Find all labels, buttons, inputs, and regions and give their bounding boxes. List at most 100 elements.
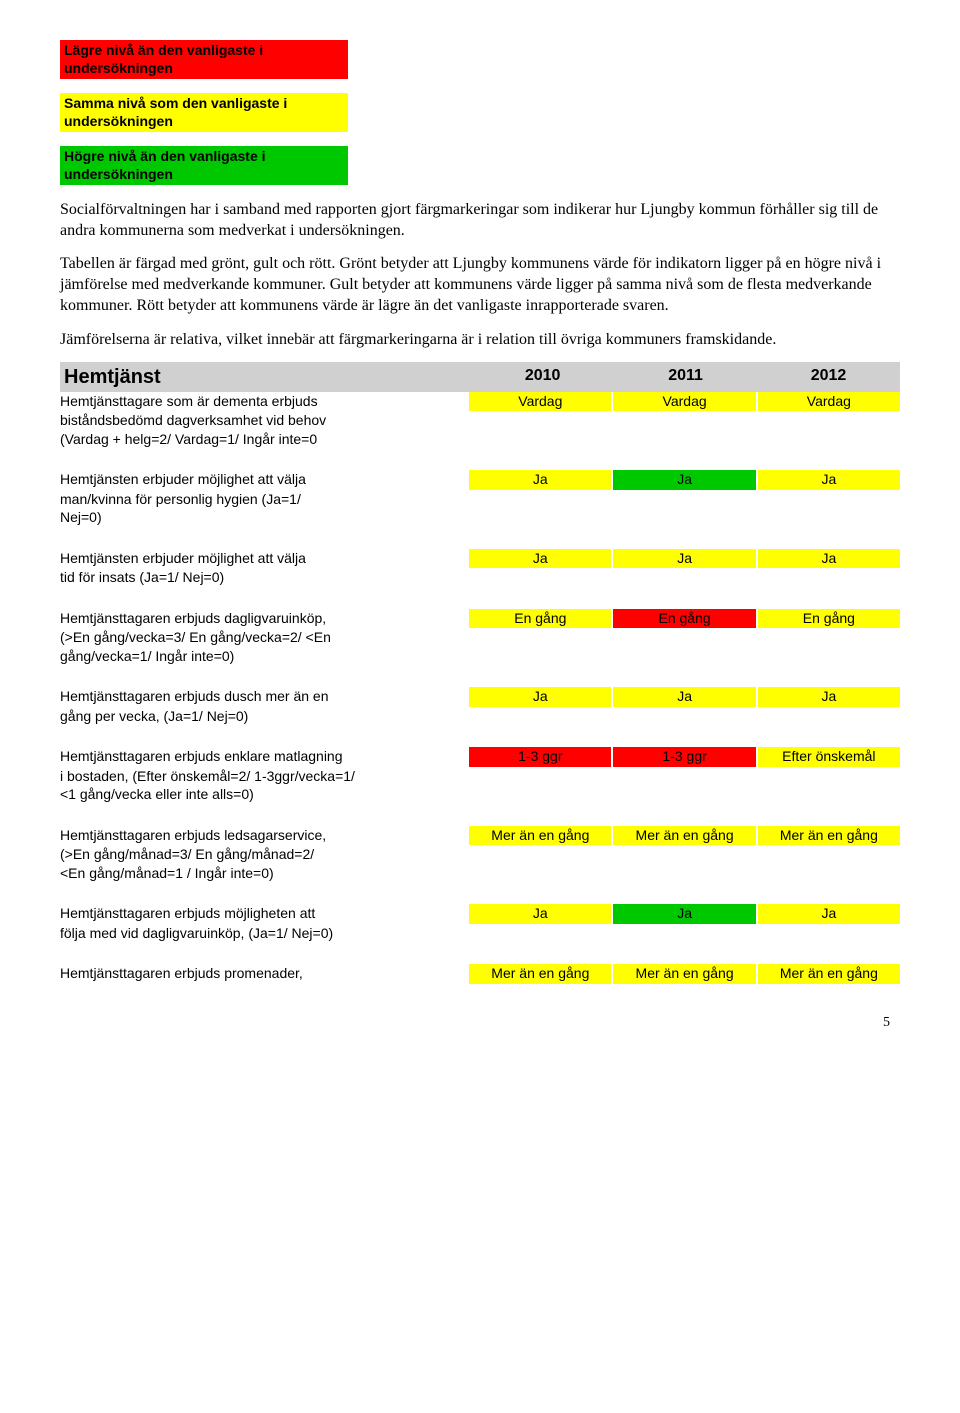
table-body: Hemtjänsttagare som är dementa erbjudsVa… (60, 392, 900, 984)
row-label: (>En gång/vecka=3/ En gång/vecka=2/ <En (60, 628, 467, 647)
row-label: biståndsbedömd dagverksamhet vid behov (60, 411, 467, 430)
table-header: Hemtjänst 2010 2011 2012 (60, 362, 900, 392)
paragraph-3: Jämförelserna är relativa, vilket innebä… (60, 329, 900, 350)
row-label: (Vardag + helg=2/ Vardag=1/ Ingår inte=0 (60, 430, 467, 449)
value-cell: Ja (611, 687, 755, 707)
value-cell-empty (756, 707, 900, 726)
value-cell: Vardag (611, 392, 755, 412)
row-label: Hemtjänsten erbjuder möjlighet att välja (60, 549, 467, 569)
value-cell-empty (467, 707, 611, 726)
table-row: Hemtjänsten erbjuder möjlighet att välja… (60, 470, 900, 490)
value-cell-empty (467, 785, 611, 804)
value-cell-empty (756, 628, 900, 647)
value-cell-empty (611, 647, 755, 666)
value-cell-empty (467, 647, 611, 666)
table-row: Hemtjänsten erbjuder möjlighet att välja… (60, 549, 900, 569)
year-2012: 2012 (757, 364, 900, 389)
legend-same-block: Samma nivå som den vanligaste i undersök… (60, 93, 900, 134)
value-cell-empty (467, 568, 611, 587)
value-cell-empty (467, 430, 611, 449)
value-cell: Mer än en gång (467, 964, 611, 984)
page-number: 5 (60, 1014, 900, 1032)
value-cell-empty (756, 767, 900, 786)
table-row: (Vardag + helg=2/ Vardag=1/ Ingår inte=0 (60, 430, 900, 449)
value-cell-empty (467, 490, 611, 509)
row-label: <En gång/månad=1 / Ingår inte=0) (60, 864, 467, 883)
value-cell: Ja (611, 470, 755, 490)
paragraph-2: Tabellen är färgad med grönt, gult och r… (60, 253, 900, 316)
year-2010: 2010 (471, 364, 614, 389)
value-cell: En gång (756, 609, 900, 629)
value-cell: Ja (756, 549, 900, 569)
row-label: Hemtjänsttagaren erbjuds ledsagarservice… (60, 826, 467, 846)
value-cell-empty (611, 864, 755, 883)
value-cell-empty (756, 430, 900, 449)
value-cell-empty (611, 845, 755, 864)
value-cell-empty (756, 568, 900, 587)
value-cell-empty (467, 628, 611, 647)
value-cell-empty (467, 924, 611, 943)
value-cell-empty (756, 647, 900, 666)
table-title: Hemtjänst (60, 362, 471, 392)
row-label: Hemtjänsttagare som är dementa erbjuds (60, 392, 467, 412)
legend-high-block: Högre nivå än den vanligaste i undersökn… (60, 146, 900, 187)
value-cell-empty (467, 767, 611, 786)
table-row: Hemtjänsttagaren erbjuds dagligvaruinköp… (60, 609, 900, 629)
value-cell-empty (611, 707, 755, 726)
value-cell: Ja (467, 904, 611, 924)
value-cell-empty (467, 864, 611, 883)
value-cell: Mer än en gång (611, 826, 755, 846)
value-cell: 1-3 ggr (467, 747, 611, 767)
value-cell-empty (611, 628, 755, 647)
row-label: Hemtjänsttagaren erbjuds dagligvaruinköp… (60, 609, 467, 629)
value-cell-empty (756, 924, 900, 943)
value-cell: Mer än en gång (756, 826, 900, 846)
value-cell-empty (611, 785, 755, 804)
row-label: tid för insats (Ja=1/ Nej=0) (60, 568, 467, 587)
table-row: man/kvinna för personlig hygien (Ja=1/ (60, 490, 900, 509)
table-row: Hemtjänsttagaren erbjuds enklare matlagn… (60, 747, 900, 767)
table-row: tid för insats (Ja=1/ Nej=0) (60, 568, 900, 587)
row-label: man/kvinna för personlig hygien (Ja=1/ (60, 490, 467, 509)
value-cell-empty (756, 508, 900, 527)
table-row: i bostaden, (Efter önskemål=2/ 1-3ggr/ve… (60, 767, 900, 786)
value-cell: En gång (467, 609, 611, 629)
value-cell-empty (756, 845, 900, 864)
table-row: gång/vecka=1/ Ingår inte=0) (60, 647, 900, 666)
legend-low: Lägre nivå än den vanligaste i undersökn… (60, 40, 348, 79)
table-row: <1 gång/vecka eller inte alls=0) (60, 785, 900, 804)
row-label: följa med vid dagligvaruinköp, (Ja=1/ Ne… (60, 924, 467, 943)
value-cell: Vardag (467, 392, 611, 412)
value-cell: Ja (467, 687, 611, 707)
value-cell-empty (611, 411, 755, 430)
row-label: gång per vecka, (Ja=1/ Nej=0) (60, 707, 467, 726)
value-cell: Ja (756, 904, 900, 924)
value-cell-empty (467, 845, 611, 864)
legend-low-block: Lägre nivå än den vanligaste i undersökn… (60, 40, 900, 81)
table-row: (>En gång/månad=3/ En gång/månad=2/ (60, 845, 900, 864)
table-row: gång per vecka, (Ja=1/ Nej=0) (60, 707, 900, 726)
table-row: följa med vid dagligvaruinköp, (Ja=1/ Ne… (60, 924, 900, 943)
value-cell: Mer än en gång (467, 826, 611, 846)
row-label: gång/vecka=1/ Ingår inte=0) (60, 647, 467, 666)
value-cell: Mer än en gång (611, 964, 755, 984)
paragraph-1: Socialförvaltningen har i samband med ra… (60, 199, 900, 241)
row-label: Hemtjänsttagaren erbjuds möjligheten att (60, 904, 467, 924)
value-cell: Ja (756, 470, 900, 490)
value-cell-empty (611, 767, 755, 786)
row-label: (>En gång/månad=3/ En gång/månad=2/ (60, 845, 467, 864)
value-cell-empty (611, 924, 755, 943)
value-cell-empty (611, 508, 755, 527)
value-cell: Ja (756, 687, 900, 707)
value-cell: Ja (611, 904, 755, 924)
table-row: Hemtjänsttagaren erbjuds promenader,Mer … (60, 964, 900, 984)
table-row: Hemtjänsttagaren erbjuds möjligheten att… (60, 904, 900, 924)
row-label: i bostaden, (Efter önskemål=2/ 1-3ggr/ve… (60, 767, 467, 786)
row-label: Hemtjänsten erbjuder möjlighet att välja (60, 470, 467, 490)
value-cell-empty (611, 568, 755, 587)
value-cell: Ja (467, 470, 611, 490)
value-cell: Mer än en gång (756, 964, 900, 984)
value-cell: 1-3 ggr (611, 747, 755, 767)
table-row: <En gång/månad=1 / Ingår inte=0) (60, 864, 900, 883)
value-cell-empty (756, 490, 900, 509)
